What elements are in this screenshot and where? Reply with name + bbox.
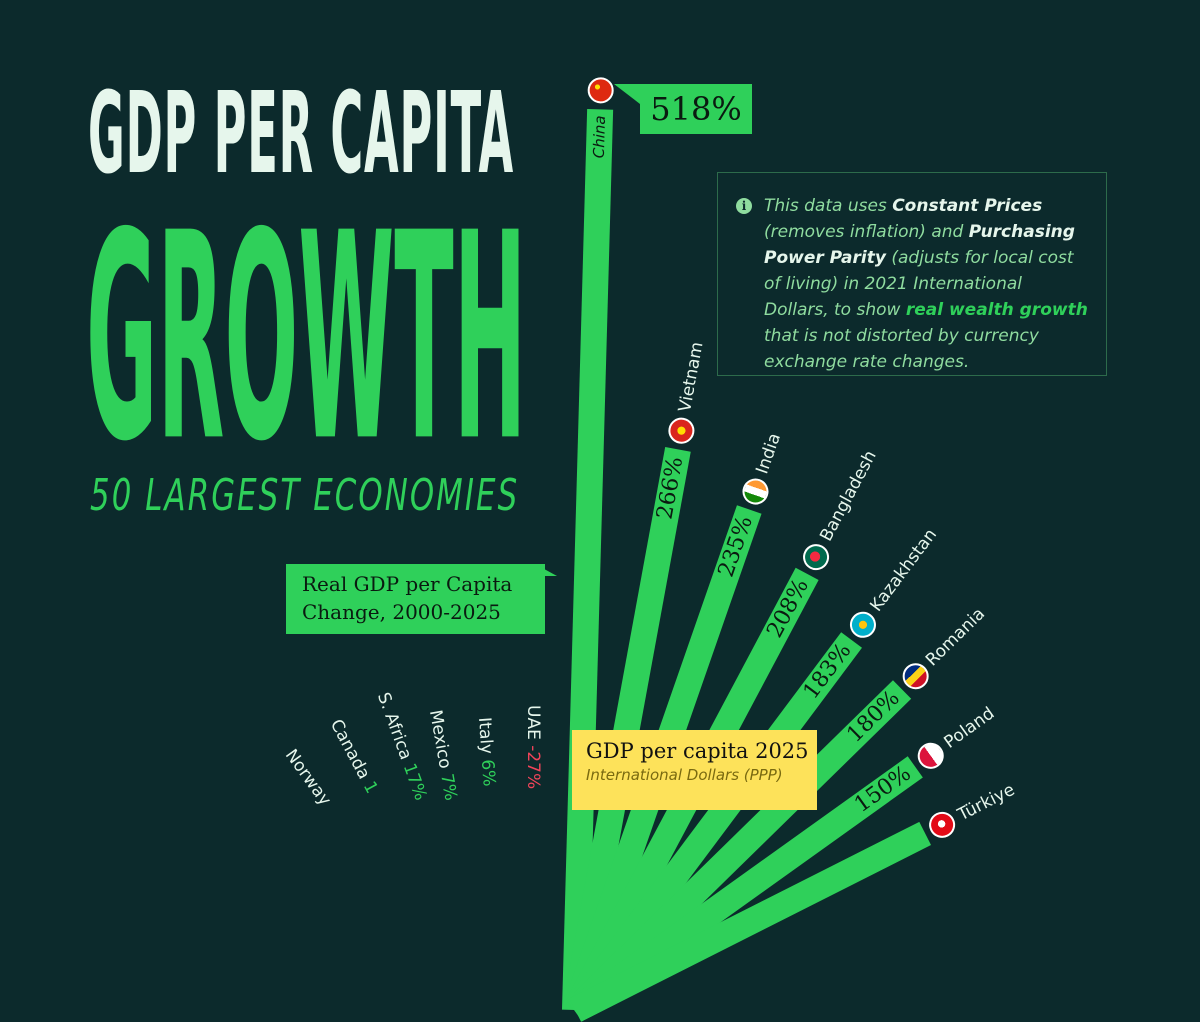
info-bold-green: real wealth growth xyxy=(905,300,1088,320)
bar-value-label: 183% xyxy=(798,638,857,705)
bar-value-label: 150% xyxy=(850,760,916,818)
info-bold: Purchasing Power Parity xyxy=(764,222,1075,268)
legend-box: GDP per capita 2025 International Dollar… xyxy=(572,730,817,810)
info-text: (adjusts for local cost of living) in 20… xyxy=(764,248,1074,320)
bar-value-label xyxy=(912,825,924,848)
bar-country-label: Poland xyxy=(940,703,999,753)
country-name: Italy xyxy=(473,716,497,761)
title-line-2: GROWTH xyxy=(86,172,527,504)
low-end-label: UAE -27% xyxy=(522,705,544,789)
info-text: that is not distorted by currency exchan… xyxy=(764,326,1039,372)
turkiye-flag-icon xyxy=(924,807,960,843)
bangladesh-flag-icon xyxy=(798,539,834,575)
bar-country-label: India xyxy=(752,431,785,478)
bar-value-label: 266% xyxy=(652,454,689,521)
country-value: 17% xyxy=(398,760,431,804)
info-text: This data uses xyxy=(764,196,893,216)
country-value: -27% xyxy=(523,745,543,790)
info-box: i This data uses Constant Prices (remove… xyxy=(717,172,1107,376)
low-end-label: Canada 1 xyxy=(325,716,382,798)
info-bold: Constant Prices xyxy=(892,196,1043,216)
bar-value-label: 208% xyxy=(762,574,814,642)
country-value: 7% xyxy=(436,772,461,803)
kazakhstan-flag-icon xyxy=(844,606,882,644)
country-name: Norway xyxy=(280,745,335,810)
vietnam-flag-icon xyxy=(666,415,697,446)
low-end-label: Italy 6% xyxy=(473,716,500,788)
bar-country-label: Kazakhstan xyxy=(866,525,942,616)
metric-callout: Real GDP per Capita Change, 2000-2025 xyxy=(286,564,557,634)
country-name: Mexico xyxy=(424,708,456,776)
country-name: UAE xyxy=(523,705,543,746)
china-value-callout: 518% xyxy=(614,84,752,134)
title-line-1: GDP PER CAPITA xyxy=(88,69,514,199)
bar-value-label: 180% xyxy=(842,685,905,748)
poland-flag-icon xyxy=(912,737,949,774)
bar-country-label: Türkiye xyxy=(954,779,1018,825)
country-value: 6% xyxy=(476,758,499,788)
india-flag-icon xyxy=(738,475,773,509)
bar-country-label: Bangladesh xyxy=(816,447,881,545)
country-name: Canada xyxy=(325,716,377,788)
bar-country-label: Vietnam xyxy=(675,340,708,414)
bar-country-label: Romania xyxy=(922,603,990,671)
bar-value-label: 235% xyxy=(713,512,758,581)
country-name: S. Africa xyxy=(372,689,418,768)
low-end-label: Mexico 7% xyxy=(424,708,462,802)
legend-subtitle: International Dollars (PPP) xyxy=(586,766,783,784)
info-icon: i xyxy=(736,198,752,214)
china-flag-icon xyxy=(587,77,615,105)
info-text: (removes inflation) and xyxy=(764,222,969,242)
subtitle: 50 LARGEST ECONOMIES xyxy=(90,470,520,521)
low-end-label: Norway xyxy=(280,745,336,810)
legend-title: GDP per capita 2025 xyxy=(586,739,809,763)
bar-country-label: China xyxy=(589,115,609,159)
